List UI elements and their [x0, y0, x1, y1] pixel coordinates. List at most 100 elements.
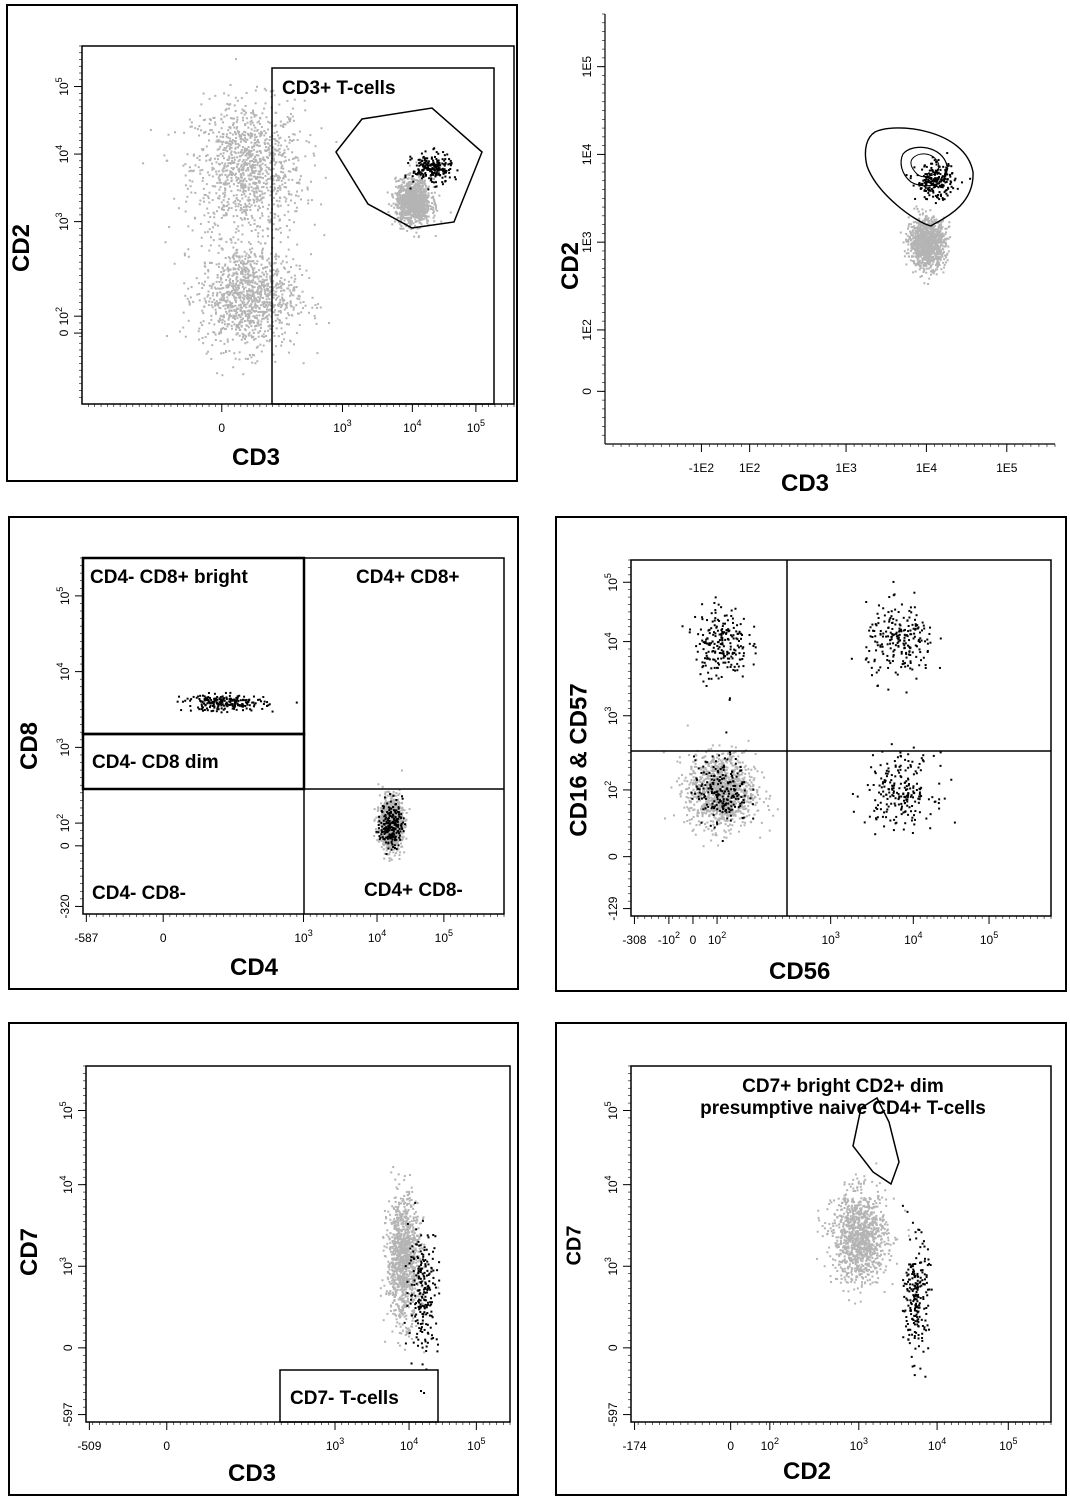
- event-dot: [931, 263, 934, 266]
- event-dot: [220, 296, 223, 299]
- event-dot: [256, 161, 259, 164]
- event-dot: [922, 252, 925, 255]
- event-dot: [414, 218, 417, 221]
- event-dot: [917, 224, 920, 227]
- event-dot: [253, 114, 256, 117]
- event-dot: [221, 132, 224, 135]
- event-dot: [278, 321, 281, 324]
- event-dot: [932, 186, 935, 189]
- event-dot: [227, 158, 230, 161]
- event-dot: [243, 320, 246, 323]
- event-dot: [396, 204, 399, 207]
- event-dot: [229, 162, 232, 165]
- event-dot: [942, 271, 945, 274]
- event-dot: [411, 175, 414, 178]
- event-dot: [235, 314, 238, 317]
- event-dot: [304, 155, 307, 158]
- event-dot: [288, 192, 291, 195]
- event-dot: [188, 170, 191, 173]
- event-dot: [416, 220, 419, 223]
- event-dot: [199, 169, 202, 172]
- event-dot: [222, 199, 225, 202]
- event-dot: [419, 175, 422, 178]
- event-dot: [262, 205, 265, 208]
- event-dot: [277, 134, 280, 137]
- event-dot: [238, 296, 241, 299]
- event-dot: [435, 167, 438, 170]
- event-dot: [922, 263, 925, 266]
- event-dot: [272, 179, 275, 182]
- event-dot: [261, 297, 264, 300]
- event-dot: [420, 182, 423, 185]
- event-dot: [252, 260, 255, 263]
- event-dot: [227, 129, 230, 132]
- event-dot: [256, 321, 259, 324]
- event-dot: [434, 235, 437, 238]
- event-dot: [420, 210, 423, 213]
- event-dot: [288, 117, 291, 120]
- event-dot: [918, 264, 921, 267]
- event-dot: [260, 134, 263, 137]
- event-dot: [216, 304, 219, 307]
- event-dot: [222, 167, 225, 170]
- tick-label-text: 1E3: [835, 461, 857, 475]
- event-dot: [282, 266, 285, 269]
- event-dot: [234, 146, 237, 149]
- event-dot: [940, 223, 943, 226]
- event-dot: [236, 317, 239, 320]
- event-dot: [938, 247, 941, 250]
- event-dot: [930, 226, 933, 229]
- event-dot: [260, 326, 263, 329]
- event-dot: [238, 334, 241, 337]
- event-dot: [258, 189, 261, 192]
- event-dot: [216, 274, 219, 277]
- event-dot: [182, 164, 185, 167]
- event-dot: [267, 292, 270, 295]
- event-dot: [417, 199, 420, 202]
- event-dot: [290, 314, 293, 317]
- event-dot: [912, 252, 915, 255]
- event-dot: [415, 202, 418, 205]
- event-dot: [405, 225, 408, 228]
- event-dot: [909, 235, 912, 238]
- event-dot: [421, 165, 424, 168]
- event-dot: [250, 133, 253, 136]
- event-dot: [189, 125, 192, 128]
- event-dot: [949, 183, 952, 186]
- event-dot: [289, 112, 292, 115]
- event-dot: [428, 205, 431, 208]
- tick-label: 104: [54, 145, 71, 163]
- event-dot: [234, 143, 237, 146]
- event-dot: [399, 223, 402, 226]
- event-dot: [273, 159, 276, 162]
- event-dot: [273, 94, 276, 97]
- event-dot: [281, 296, 284, 299]
- event-dot: [247, 169, 250, 172]
- event-dot: [221, 208, 224, 211]
- event-dot: [222, 293, 225, 296]
- event-dot: [246, 301, 249, 304]
- event-dot: [269, 286, 272, 289]
- event-dot: [193, 216, 196, 219]
- event-dot: [279, 204, 282, 207]
- event-dot: [222, 214, 225, 217]
- event-dot: [234, 310, 237, 313]
- event-dot: [272, 280, 275, 283]
- event-dot: [404, 195, 407, 198]
- event-dot: [238, 265, 241, 268]
- event-dot: [928, 254, 931, 257]
- event-dot: [943, 191, 946, 194]
- event-dot: [937, 178, 940, 181]
- event-dot: [257, 277, 260, 280]
- event-dot: [410, 220, 413, 223]
- event-dot: [269, 270, 272, 273]
- event-dot: [244, 154, 247, 157]
- event-dot: [444, 162, 447, 165]
- event-dot: [944, 242, 947, 245]
- event-dot: [225, 212, 228, 215]
- event-dot: [403, 180, 406, 183]
- event-dot: [419, 179, 422, 182]
- event-dot: [256, 198, 259, 201]
- event-dot: [279, 120, 282, 123]
- event-dot: [265, 304, 268, 307]
